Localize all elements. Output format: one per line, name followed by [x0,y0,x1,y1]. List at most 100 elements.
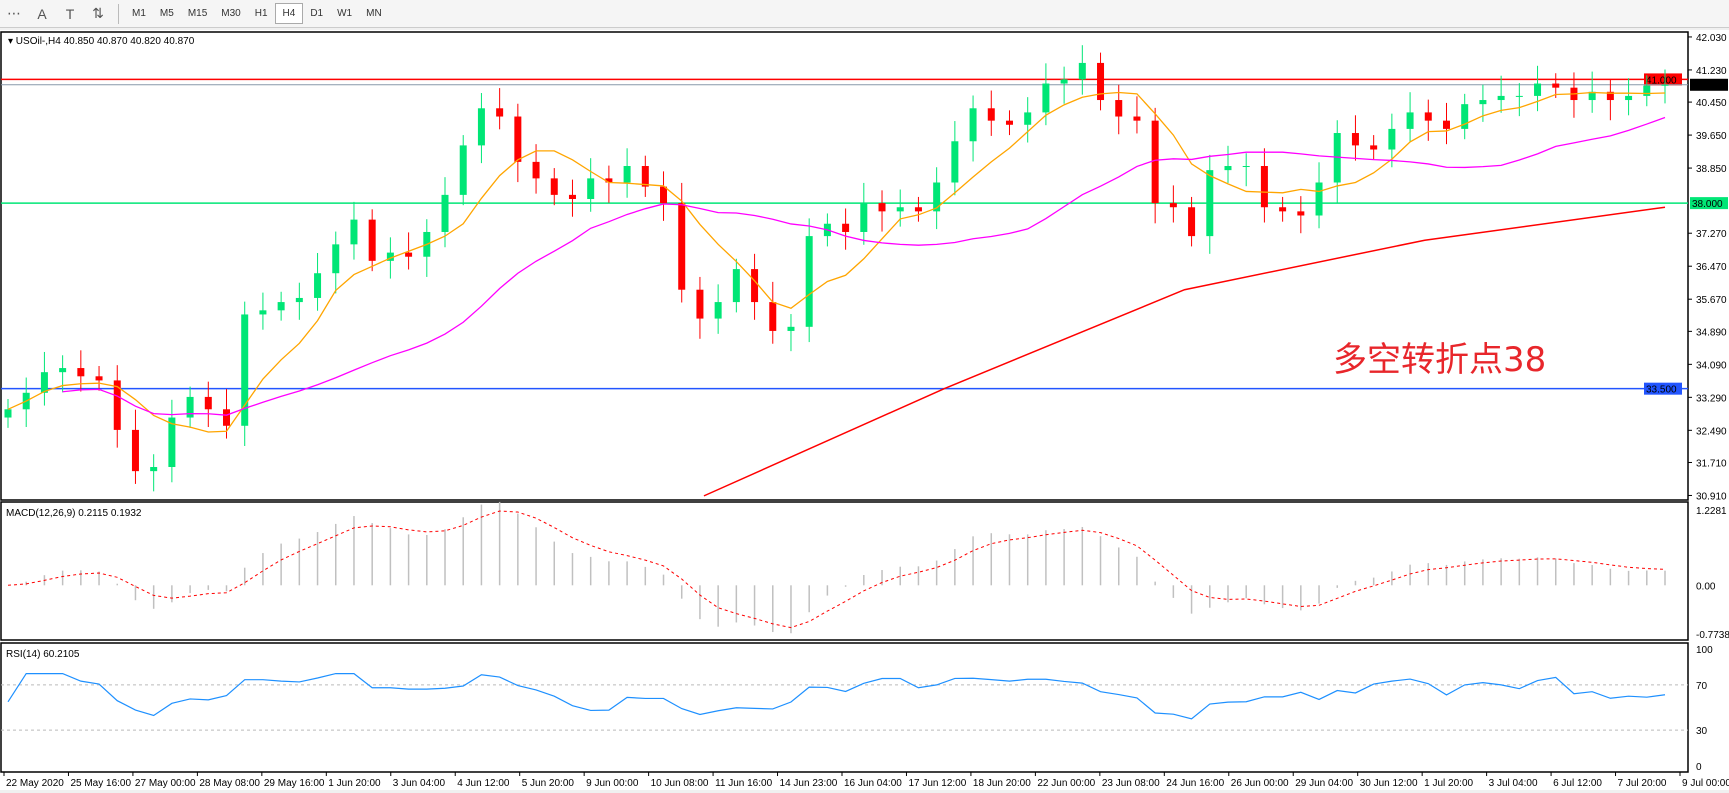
candle-body [1097,62,1105,101]
time-tick-label: 9 Jul 00:00 [1682,778,1729,789]
time-tick-label: 22 Jun 00:00 [1037,778,1095,789]
time-tick-label: 16 Jun 04:00 [844,778,902,789]
candle-body [514,116,522,162]
timeframe-m30[interactable]: M30 [221,8,241,19]
candle-body [1515,95,1523,97]
candle-body [933,182,941,212]
candle-body [587,178,595,199]
timeframe-m5[interactable]: M5 [159,8,174,19]
timeframe-m1[interactable]: M1 [132,8,146,19]
candle-body [1315,182,1323,216]
timeframe-h4[interactable]: H4 [274,3,304,24]
candle-body [150,467,158,472]
price-tick-label: 36.470 [1696,262,1727,273]
candle-body [1479,100,1487,105]
candle-body [1133,116,1141,121]
candle-body [186,396,194,418]
price-tick-label: 30.910 [1696,491,1727,502]
macd-signal-line [7,510,1666,629]
ma-mid-line [62,116,1666,416]
candle-body [641,166,649,187]
candle-body [259,310,267,315]
candle-body [1370,145,1378,150]
candle-body [405,252,413,257]
candle-body [459,145,467,195]
price-label-40.870: 40.870 [1692,81,1723,92]
candle-body [1606,91,1614,101]
candle-body [1497,95,1505,101]
candle-body [1224,166,1232,171]
macd-tick-label: -0.7738 [1696,630,1729,641]
time-tick-label: 3 Jun 04:00 [393,778,446,789]
timeframe-w1[interactable]: W1 [337,8,353,19]
time-tick-label: 10 Jun 08:00 [651,778,709,789]
macd-label: MACD(12,26,9) 0.2115 0.1932 [6,508,142,519]
price-tick-label: 35.670 [1696,295,1727,306]
candle-body [714,302,722,319]
chart-canvas[interactable]: 42.030 41.230 40.450 39.650 38.850 37.270 36.4… [0,30,1729,790]
price-label-41.000: 41.000 [1646,75,1677,86]
chart-window[interactable]: 42.030 41.230 40.450 39.650 38.850 37.270 36.4… [0,30,1729,790]
time-tick-label: 24 Jun 16:00 [1166,778,1224,789]
time-tick-label: 17 Jun 12:00 [908,778,966,789]
text-icon[interactable]: A [37,5,47,22]
candle-body [1588,91,1596,101]
candle-body [787,326,795,331]
time-tick-label: 5 Jun 20:00 [522,778,575,789]
arrows-icon[interactable]: ⇅ [92,5,104,21]
price-tick-label: 40.450 [1696,98,1727,109]
ma-long-line [703,206,1666,497]
toolbar-separator [118,3,119,24]
candle-body [1005,120,1013,125]
candle-body [1024,112,1032,125]
candle-body [751,269,759,303]
timeframe-m15[interactable]: M15 [187,8,208,19]
candle-body [678,203,686,290]
candle-body [1115,100,1123,117]
candle-body [1206,170,1214,237]
fibonacci-fan-icon[interactable]: ⋯ [7,5,21,21]
price-tick-label: 37.270 [1696,229,1727,240]
macd-panel [0,501,1689,641]
time-tick-label: 29 Jun 04:00 [1295,778,1353,789]
candle-body [131,429,139,472]
candle-body [1643,85,1651,96]
price-label-bg [1690,197,1728,210]
candle-body [1297,211,1305,216]
candle-body [1060,79,1068,84]
candle-body [314,273,322,298]
time-tick-label: 6 Jul 12:00 [1553,778,1602,789]
candle-body [550,178,558,195]
candle-body [660,186,668,204]
candle-body [77,368,85,377]
rsi-tick-label: 70 [1696,681,1708,692]
candle-body [1169,203,1177,208]
toolbar: ⋯ A T ⇅ M1 M5 M15 M30 H1 H4 D1 W1 MN [0,0,1729,28]
candle-body [987,108,995,121]
time-tick-label: 1 Jul 20:00 [1424,778,1473,789]
candle-body [1661,84,1669,86]
candle-body [1442,120,1450,129]
candle-body [40,372,48,393]
time-tick-label: 3 Jul 04:00 [1489,778,1538,789]
time-tick-label: 26 Jun 00:00 [1231,778,1289,789]
rsi-label: RSI(14) 60.2105 [6,649,80,660]
candle-body [368,219,376,261]
candle-body [441,194,449,232]
candle-body [1260,166,1268,208]
time-tick-label: 28 May 08:00 [199,778,260,789]
price-tick-label: 32.490 [1696,426,1727,437]
time-tick-label: 30 Jun 12:00 [1360,778,1418,789]
candle-body [241,314,249,426]
timeframe-h1[interactable]: H1 [254,8,268,19]
candle-body [204,396,212,410]
candle-body [277,302,285,311]
rsi-tick-label: 0 [1696,762,1702,773]
price-tick-label: 31.710 [1696,458,1727,469]
timeframe-mn[interactable]: MN [366,8,382,19]
symbol-header: ▾ USOil-,H4 40.850 40.870 40.820 40.870 [8,36,195,47]
candle-body [386,252,394,261]
timeframe-d1[interactable]: D1 [310,8,324,19]
text-label-icon[interactable]: T [65,5,75,22]
candle-body [1388,128,1396,150]
